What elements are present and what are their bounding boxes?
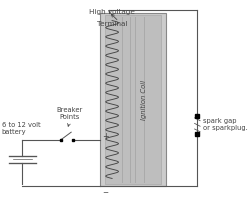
Text: −: − <box>102 190 108 196</box>
Text: Terminal: Terminal <box>97 21 127 27</box>
Bar <box>105 15 161 184</box>
Text: High voltage: High voltage <box>89 9 135 15</box>
Text: +: + <box>102 132 109 141</box>
Text: Breaker
Points: Breaker Points <box>56 107 83 120</box>
Text: Ignition Coil: Ignition Coil <box>141 80 147 120</box>
Text: spark gap
or sparkplug.: spark gap or sparkplug. <box>203 118 248 131</box>
Bar <box>100 13 166 186</box>
Text: 6 to 12 volt
battery: 6 to 12 volt battery <box>2 122 41 135</box>
